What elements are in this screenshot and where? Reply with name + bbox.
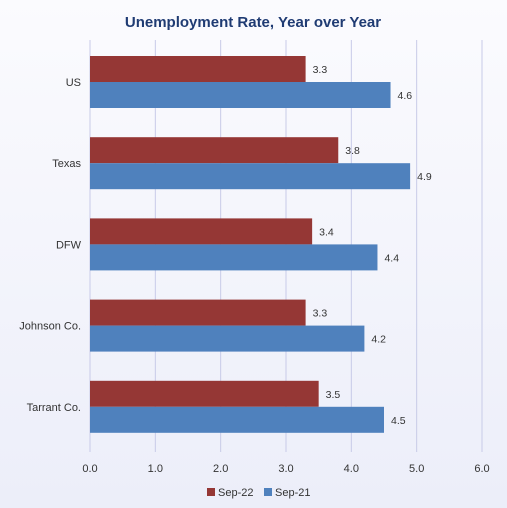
data-label-texas-sep-22: 3.8 [345, 145, 360, 157]
x-tick-label: 4.0 [344, 463, 359, 475]
bar-johnson-co-sep-22 [90, 299, 306, 326]
data-label-tarrant-co-sep-21: 4.5 [391, 415, 406, 427]
category-label-johnson-co: Johnson Co. [19, 321, 81, 333]
legend: Sep-22 Sep-21 [207, 487, 310, 499]
x-tick-label: 1.0 [148, 463, 163, 475]
bar-tarrant-co-sep-22 [90, 380, 319, 407]
x-tick-label: 6.0 [474, 463, 489, 475]
bar-us-sep-21 [90, 82, 391, 108]
bar-dfw-sep-21 [90, 244, 378, 271]
bar-texas-sep-22 [90, 137, 339, 164]
data-label-johnson-co-sep-22: 3.3 [313, 308, 328, 320]
x-tick-label: 3.0 [278, 463, 293, 475]
data-labels: 3.3 4.6 3.8 4.9 3.4 4.4 3.3 4.2 3.5 4.5 [313, 64, 432, 427]
category-label-tarrant-co: Tarrant Co. [27, 402, 81, 414]
data-label-texas-sep-21: 4.9 [417, 171, 432, 183]
bar-johnson-co-sep-21 [90, 325, 365, 352]
x-tick-label: 2.0 [213, 463, 228, 475]
bar-dfw-sep-22 [90, 218, 313, 245]
data-label-us-sep-21: 4.6 [398, 90, 413, 102]
category-label-dfw: DFW [56, 239, 82, 251]
legend-label-sep-22: Sep-22 [218, 487, 253, 499]
x-tick-label: 0.0 [82, 463, 97, 475]
data-label-dfw-sep-22: 3.4 [319, 226, 334, 238]
category-labels: US Texas DFW Johnson Co. Tarrant Co. [19, 77, 81, 414]
legend-swatch-sep-22 [207, 488, 215, 496]
data-label-tarrant-co-sep-22: 3.5 [326, 389, 341, 401]
legend-label-sep-21: Sep-21 [275, 487, 310, 499]
data-label-us-sep-22: 3.3 [313, 64, 328, 76]
chart-title: Unemployment Rate, Year over Year [125, 14, 381, 31]
x-tick-label: 5.0 [409, 463, 424, 475]
legend-swatch-sep-21 [264, 488, 272, 496]
category-label-texas: Texas [52, 158, 81, 170]
bar-tarrant-co-sep-21 [90, 406, 384, 433]
data-label-dfw-sep-21: 4.4 [384, 252, 399, 264]
x-axis-ticks: 0.0 1.0 2.0 3.0 4.0 5.0 6.0 [82, 463, 489, 475]
data-label-johnson-co-sep-21: 4.2 [371, 334, 386, 346]
bars [90, 56, 411, 433]
category-label-us: US [66, 77, 81, 89]
bar-texas-sep-21 [90, 163, 411, 190]
bar-us-sep-22 [90, 56, 306, 82]
